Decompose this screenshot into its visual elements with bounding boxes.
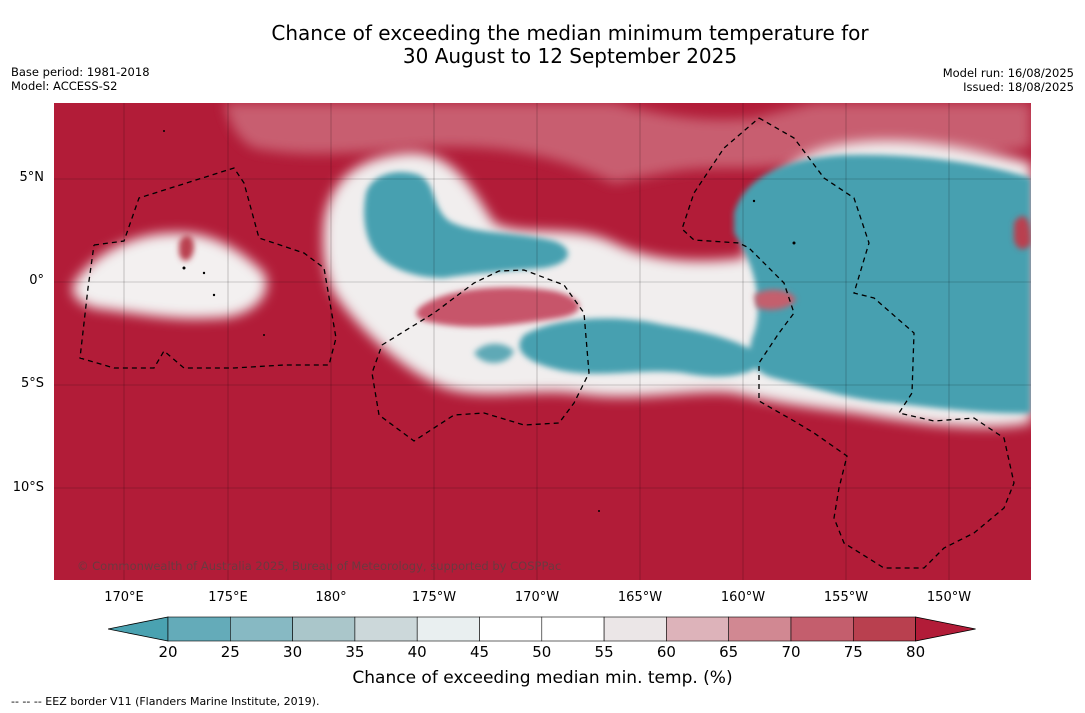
meta-left: Base period: 1981-2018 Model: ACCESS-S2 — [11, 65, 150, 93]
lat-label-5n: 5°N — [19, 170, 45, 185]
issued-date: Issued: 18/08/2025 — [963, 80, 1074, 94]
map-title: Chance of exceeding the median minimum t… — [0, 22, 1085, 68]
colorbar-segment — [852, 616, 916, 642]
colorbar-segment — [416, 616, 480, 642]
colorbar-tick-label: 80 — [906, 643, 926, 661]
eez-borders — [79, 117, 1015, 569]
base-period: Base period: 1981-2018 — [11, 65, 150, 79]
colorbar-segment — [230, 616, 293, 642]
lon-label-170e: 170°E — [104, 590, 144, 605]
lon-label-175e: 175°E — [208, 590, 248, 605]
lon-label-165w: 165°W — [617, 590, 663, 605]
title-line-1: Chance of exceeding the median minimum t… — [271, 21, 869, 45]
lon-label-150w: 150°W — [926, 590, 972, 605]
island-markers — [163, 130, 796, 512]
colorbar-svg — [107, 616, 976, 642]
lon-label-170w: 170°W — [514, 590, 560, 605]
colorbar-tick-label: 30 — [283, 643, 303, 661]
colorbar-extend-low — [107, 616, 169, 642]
eez-legend-footer: -- -- -- EEZ border V11 (Flanders Marine… — [11, 695, 320, 708]
colorbar-extend-high — [915, 616, 976, 642]
colorbar-segment — [479, 616, 543, 642]
lon-label-180: 180° — [315, 590, 347, 605]
lat-label-0: 0° — [29, 273, 44, 288]
colorbar-segment — [354, 616, 418, 642]
colorbar-tick-label: 25 — [220, 643, 240, 661]
forecast-map — [54, 103, 1031, 580]
lat-label-10s: 10°S — [12, 480, 44, 495]
lon-label-155w: 155°W — [823, 590, 869, 605]
colorbar-tick-label: 55 — [594, 643, 614, 661]
lon-label-175w: 175°W — [411, 590, 457, 605]
lon-label-160w: 160°W — [720, 590, 766, 605]
colorbar-tick-label: 35 — [345, 643, 365, 661]
meta-right: Model run: 16/08/2025 Issued: 18/08/2025 — [943, 66, 1074, 94]
colorbar-tick-label: 45 — [469, 643, 490, 661]
grid-lines — [54, 103, 1031, 580]
colorbar-label: Chance of exceeding median min. temp. (%… — [352, 668, 733, 688]
colorbar-tick-label: 70 — [781, 643, 801, 661]
colorbar-segment — [666, 616, 730, 642]
forecast-map-svg — [54, 103, 1031, 580]
moderate-high-region — [224, 103, 1031, 183]
colorbar-tick-label: 65 — [719, 643, 739, 661]
embedded-high-regions — [179, 216, 1031, 327]
model-run: Model run: 16/08/2025 — [942, 66, 1074, 80]
colorbar-segment — [790, 616, 854, 642]
colorbar-segment — [603, 616, 667, 642]
colorbar-tick-label: 50 — [532, 643, 552, 661]
colorbar — [107, 616, 978, 646]
low-probability-regions — [364, 154, 1031, 414]
colorbar-tick-label: 40 — [407, 643, 427, 661]
lat-label-5s: 5°S — [20, 376, 44, 391]
colorbar-segment — [728, 616, 792, 642]
copyright-notice: © Commonwealth of Australia 2025, Bureau… — [77, 559, 562, 573]
colorbar-segment — [167, 616, 231, 642]
colorbar-segment — [292, 616, 356, 642]
colorbar-tick-label: 60 — [656, 643, 676, 661]
title-line-2: 30 August to 12 September 2025 — [402, 44, 738, 68]
colorbar-segment — [541, 616, 605, 642]
model-name: Model: ACCESS-S2 — [11, 79, 118, 93]
colorbar-tick-label: 75 — [843, 643, 863, 661]
colorbar-tick-label: 20 — [158, 643, 178, 661]
